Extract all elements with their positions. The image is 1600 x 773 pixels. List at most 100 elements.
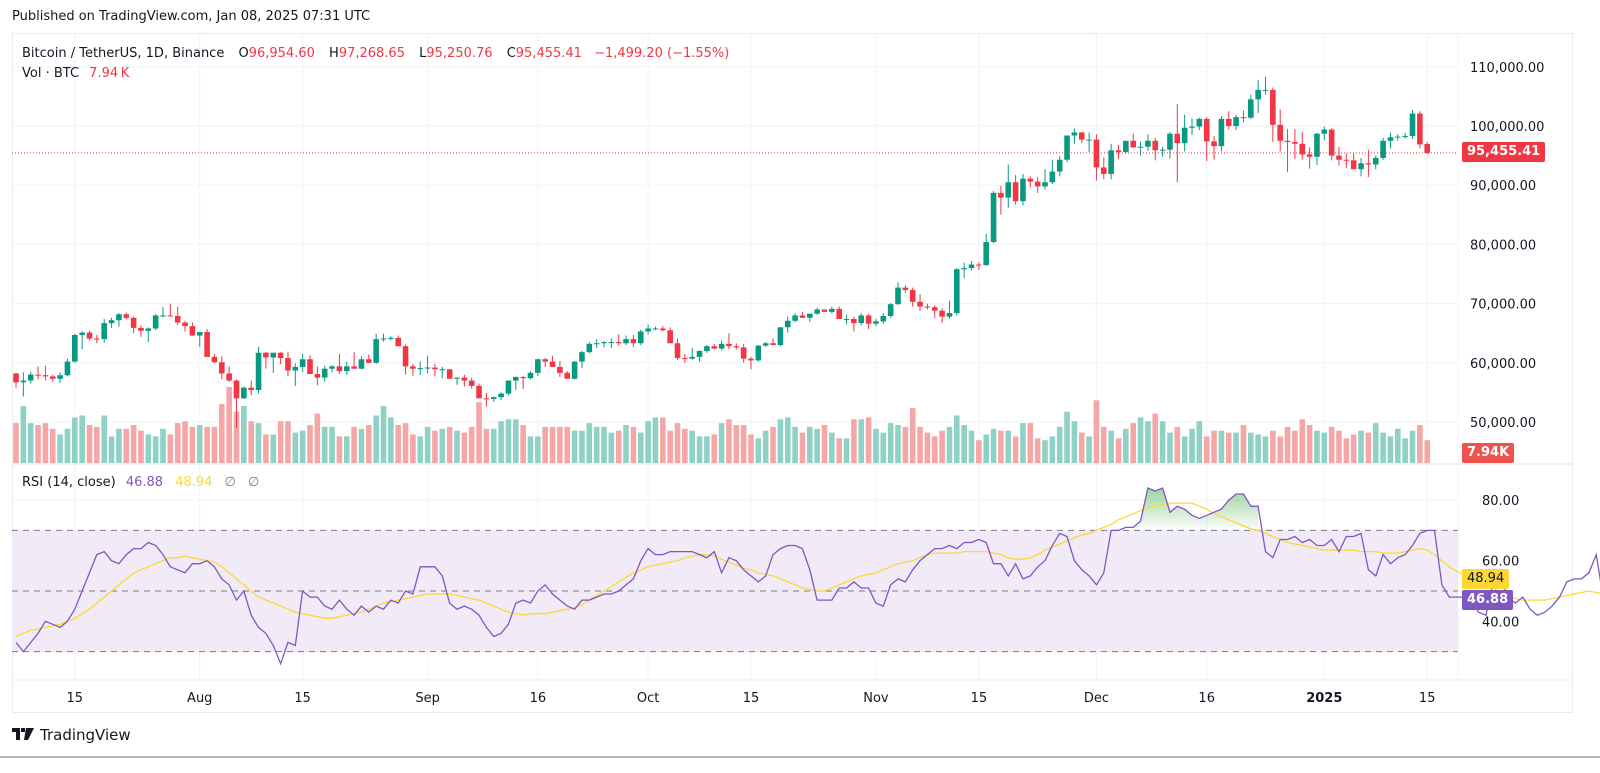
candle-body bbox=[20, 380, 27, 383]
candle-body bbox=[726, 343, 732, 347]
volume-bar bbox=[601, 426, 607, 463]
volume-bar bbox=[130, 425, 137, 463]
candle-body bbox=[1218, 118, 1225, 147]
volume-bar bbox=[167, 434, 174, 463]
candle-body bbox=[748, 358, 754, 361]
candle-body bbox=[814, 309, 820, 314]
x-tick-label: Oct bbox=[637, 691, 659, 706]
volume-bar bbox=[564, 426, 571, 463]
volume-bar bbox=[696, 436, 703, 463]
candle-body bbox=[233, 380, 240, 399]
volume-bar bbox=[329, 426, 335, 463]
candle-body bbox=[895, 287, 901, 305]
candle-body bbox=[189, 326, 196, 336]
candle-body bbox=[1086, 139, 1092, 141]
chart-frame bbox=[12, 33, 1573, 713]
open-value: 96,954.60 bbox=[248, 46, 315, 61]
candle-body bbox=[402, 346, 409, 367]
volume-bar bbox=[1336, 430, 1342, 463]
candle-body bbox=[645, 328, 651, 332]
candle-body bbox=[138, 327, 144, 331]
rsi-lines bbox=[15, 487, 1600, 666]
volume-bar bbox=[35, 425, 41, 463]
x-tick-label: Dec bbox=[1084, 691, 1109, 706]
candle-body bbox=[204, 332, 210, 357]
candle-body bbox=[1225, 118, 1232, 126]
candle-body bbox=[241, 387, 247, 399]
candle-body bbox=[880, 316, 887, 322]
rsi-ma-line bbox=[15, 502, 1600, 638]
volume-bar bbox=[1417, 425, 1423, 463]
volume-bar bbox=[1225, 432, 1232, 463]
rsi-legend[interactable]: RSI (14, close) 46.88 48.94 ∅ ∅ bbox=[22, 475, 259, 490]
volume-bar bbox=[1262, 436, 1269, 463]
volume-bar bbox=[865, 417, 872, 463]
volume-bar bbox=[1255, 434, 1261, 463]
volume-bar bbox=[667, 430, 673, 463]
volume-bar bbox=[20, 406, 27, 463]
volume-bar bbox=[1145, 421, 1151, 463]
candle-body bbox=[79, 332, 85, 335]
candle-body bbox=[468, 380, 475, 386]
volume-bar bbox=[101, 415, 107, 463]
empty-value-icon: ∅ bbox=[248, 475, 260, 490]
candle-body bbox=[696, 350, 703, 357]
volume-bar bbox=[86, 425, 93, 463]
candle-body bbox=[432, 367, 438, 370]
candle-body bbox=[623, 339, 629, 344]
candle-body bbox=[13, 373, 19, 383]
volume-bar bbox=[814, 428, 820, 463]
tradingview-brand[interactable]: TradingView bbox=[12, 726, 131, 744]
volume-bar bbox=[887, 423, 894, 463]
published-caption: Published on TradingView.com, Jan 08, 20… bbox=[12, 9, 371, 24]
volume-bar bbox=[1306, 425, 1313, 463]
candle-body bbox=[527, 372, 534, 379]
x-tick-label: 16 bbox=[1198, 691, 1215, 706]
tradingview-logo-icon bbox=[12, 726, 34, 744]
symbol-title[interactable]: Bitcoin / TetherUS, 1D, Binance bbox=[22, 46, 225, 61]
candle-body bbox=[263, 352, 269, 358]
volume-label[interactable]: Vol · BTC bbox=[22, 66, 80, 81]
candle-body bbox=[931, 307, 938, 311]
volume-bar bbox=[1203, 436, 1210, 463]
candle-body bbox=[1159, 149, 1166, 151]
volume-bar bbox=[821, 425, 828, 463]
volume-bar bbox=[1108, 430, 1114, 463]
candle-body bbox=[1284, 140, 1291, 142]
volume-bar bbox=[1005, 430, 1012, 463]
candle-body bbox=[1203, 118, 1210, 142]
volume-bar bbox=[417, 436, 424, 463]
candle-body bbox=[145, 328, 152, 331]
candle-body bbox=[226, 373, 232, 381]
candle-body bbox=[535, 359, 541, 373]
volume-bar bbox=[1064, 411, 1070, 463]
candle-body bbox=[902, 287, 909, 290]
candle-body bbox=[784, 320, 791, 328]
volume-bar bbox=[961, 425, 967, 463]
volume-bar bbox=[689, 430, 695, 463]
candle-body bbox=[285, 358, 291, 371]
volume-bar bbox=[777, 419, 784, 463]
symbol-legend[interactable]: Bitcoin / TetherUS, 1D, Binance O96,954.… bbox=[22, 44, 729, 84]
candle-body bbox=[1402, 136, 1408, 138]
volume-bar bbox=[468, 426, 475, 463]
candle-body bbox=[549, 361, 556, 367]
x-tick-label: 15 bbox=[67, 691, 84, 706]
rsi-label[interactable]: RSI (14, close) bbox=[22, 475, 116, 490]
volume-value: 7.94 K bbox=[89, 66, 130, 81]
candle-body bbox=[1049, 171, 1056, 183]
volume-bar bbox=[1071, 421, 1078, 463]
candle-body bbox=[1152, 140, 1159, 151]
candle-body bbox=[1292, 141, 1298, 144]
volume-bar bbox=[954, 415, 960, 463]
candle-body bbox=[924, 306, 931, 308]
candle-body bbox=[1064, 135, 1070, 160]
volume-bar bbox=[909, 407, 916, 463]
candle-body bbox=[660, 328, 666, 331]
price-tick-label: 60,000.00 bbox=[1470, 357, 1536, 372]
rsi-overbought-fill bbox=[1125, 487, 1259, 531]
volume-bar bbox=[64, 428, 71, 463]
candle-body bbox=[1012, 182, 1019, 202]
candle-body bbox=[865, 315, 872, 324]
